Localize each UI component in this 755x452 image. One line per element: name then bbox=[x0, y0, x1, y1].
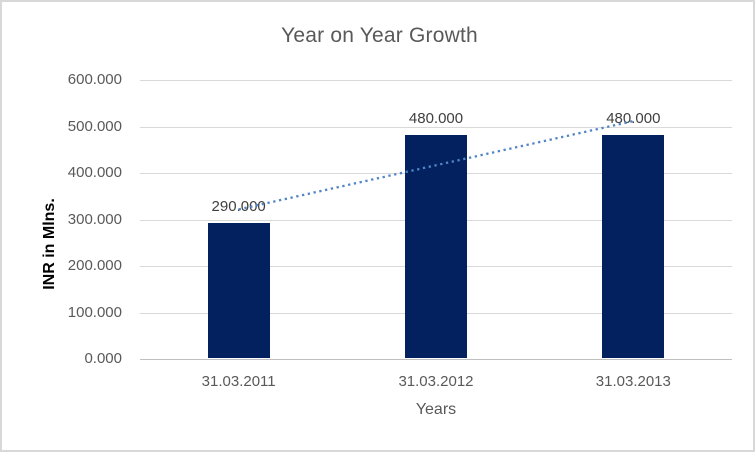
y-tick-label: 400.000 bbox=[67, 164, 122, 181]
bar bbox=[602, 134, 665, 358]
chart-title: Year on Year Growth bbox=[281, 24, 478, 47]
trendline bbox=[238, 119, 634, 211]
y-tick-label: 200.000 bbox=[67, 257, 122, 274]
x-axis-line bbox=[140, 359, 732, 360]
bar bbox=[207, 223, 270, 358]
y-tick-label: 100.000 bbox=[67, 303, 122, 321]
y-tick-label: 0.000 bbox=[84, 350, 122, 367]
x-tick-label: 31.03.2012 bbox=[398, 373, 474, 390]
x-tick-label: 31.03.2013 bbox=[595, 373, 671, 390]
y-tick-label: 300.000 bbox=[67, 210, 122, 228]
x-tick-label: 31.03.2011 bbox=[201, 373, 276, 390]
gridline bbox=[140, 80, 732, 81]
x-axis-tick-labels: 31.03.2011 31.03.2012 31.03.2013 bbox=[140, 373, 732, 393]
gridline bbox=[140, 126, 732, 128]
bar-data-label: 480.000 bbox=[606, 109, 661, 127]
y-tick-label: 600.000 bbox=[67, 71, 122, 88]
bar-data-label: 480.000 bbox=[408, 109, 464, 127]
y-tick-label: 500.000 bbox=[67, 117, 122, 135]
bar bbox=[405, 134, 467, 358]
plot-area: 290.000 480.000 480.000 bbox=[140, 80, 732, 360]
bar-data-label: 290.000 bbox=[211, 198, 266, 216]
x-axis-title: Years bbox=[415, 401, 457, 418]
